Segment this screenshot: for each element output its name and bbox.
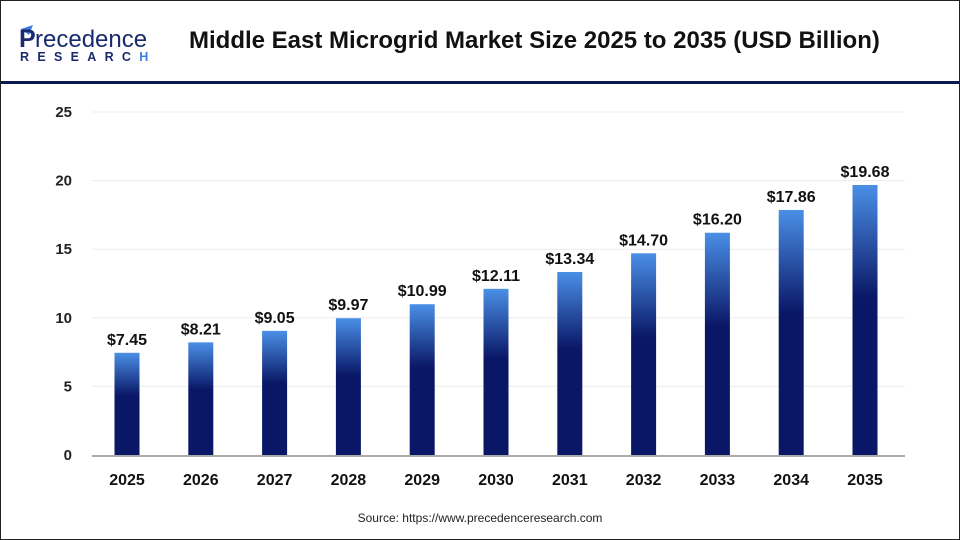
y-tick-label: 0 [64, 447, 72, 464]
x-tick-label: 2029 [404, 472, 440, 489]
x-tick-label: 2032 [626, 472, 662, 489]
x-tick-label: 2031 [552, 472, 588, 489]
x-tick-label: 2025 [109, 472, 145, 489]
bar [188, 342, 214, 455]
data-label: $19.68 [841, 164, 890, 181]
svg-text:recedence: recedence [35, 26, 147, 53]
y-tick-label: 10 [55, 310, 72, 327]
source-note: Source: https://www.precedenceresearch.c… [357, 511, 603, 525]
data-label: $7.45 [107, 332, 147, 349]
x-tick-label: 2033 [700, 472, 736, 489]
svg-text:RESEARCH: RESEARCH [20, 50, 157, 63]
bar [114, 352, 140, 455]
x-tick-label: 2027 [257, 472, 293, 489]
bar [262, 330, 288, 455]
bar [852, 184, 878, 455]
data-label: $16.20 [693, 212, 742, 229]
y-tick-label: 20 [55, 173, 72, 190]
chart-title: Middle East Microgrid Market Size 2025 t… [189, 27, 880, 54]
x-tick-label: 2028 [331, 472, 367, 489]
y-tick-label: 5 [64, 378, 72, 395]
bar [335, 318, 361, 455]
data-label: $8.21 [181, 321, 221, 338]
x-tick-label: 2026 [183, 472, 219, 489]
precedence-research-logo: P recedence RESEARCH [17, 21, 162, 68]
x-tick-label: 2034 [773, 472, 809, 489]
x-tick-label: 2035 [847, 472, 883, 489]
data-label: $13.34 [545, 251, 594, 268]
y-tick-label: 25 [55, 104, 72, 121]
bar [704, 232, 730, 455]
x-tick-label: 2030 [478, 472, 514, 489]
data-label: $10.99 [398, 283, 447, 300]
y-tick-label: 15 [55, 241, 72, 258]
data-label: $14.70 [619, 232, 668, 249]
data-label: $17.86 [767, 189, 816, 206]
bar [631, 253, 657, 455]
data-label: $12.11 [472, 268, 520, 285]
svg-text:P: P [19, 25, 36, 53]
bar [409, 304, 435, 455]
bar [778, 209, 804, 455]
header: P recedence RESEARCH Middle East Microgr… [1, 1, 959, 84]
data-label: $9.97 [328, 297, 368, 314]
data-label: $9.05 [255, 310, 295, 327]
bar [557, 271, 583, 455]
bar [483, 288, 509, 455]
